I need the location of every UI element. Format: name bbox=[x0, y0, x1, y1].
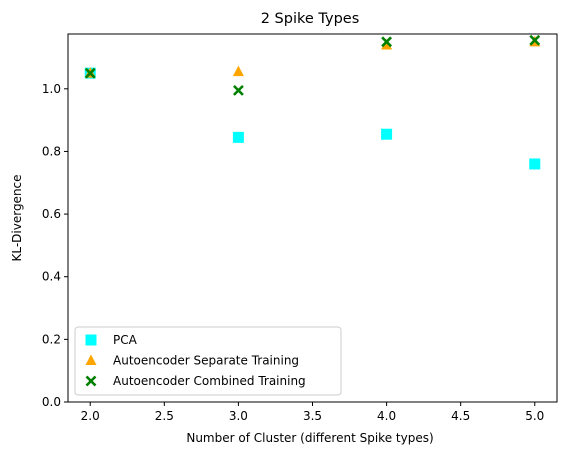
y-tick-label: 0.0 bbox=[42, 395, 61, 409]
y-tick-label: 0.4 bbox=[42, 270, 61, 284]
data-point bbox=[529, 158, 540, 169]
legend-label: Autoencoder Combined Training bbox=[113, 374, 306, 388]
y-axis-ticks: 0.0 0.2 0.4 0.6 0.8 1.0 bbox=[42, 82, 68, 409]
x-tick-label: 2.5 bbox=[155, 409, 174, 423]
data-point bbox=[233, 66, 244, 77]
legend-label: PCA bbox=[113, 333, 138, 347]
data-point bbox=[381, 129, 392, 140]
legend: PCA Autoencoder Separate Training Autoenco… bbox=[75, 327, 341, 395]
series-1 bbox=[85, 68, 541, 170]
x-tick-label: 3.5 bbox=[303, 409, 322, 423]
legend-marker bbox=[86, 335, 97, 346]
y-tick-label: 0.8 bbox=[42, 144, 61, 158]
x-tick-label: 4.5 bbox=[451, 409, 470, 423]
legend-label: Autoencoder Separate Training bbox=[113, 354, 299, 368]
x-tick-label: 4.0 bbox=[377, 409, 396, 423]
x-axis-label: Number of Cluster (different Spike types… bbox=[186, 431, 433, 445]
x-tick-label: 5.0 bbox=[525, 409, 544, 423]
y-axis-label: KL-Divergence bbox=[10, 174, 24, 261]
chart-title: 2 Spike Types bbox=[261, 11, 360, 27]
data-point bbox=[234, 86, 243, 95]
data-point bbox=[233, 132, 244, 143]
x-tick-label: 3.0 bbox=[229, 409, 248, 423]
x-axis-ticks: 2.0 2.5 3.0 3.5 4.0 4.5 5.0 bbox=[81, 402, 545, 423]
marks-layer bbox=[85, 36, 541, 170]
series-3 bbox=[86, 36, 540, 95]
y-tick-label: 0.2 bbox=[42, 332, 61, 346]
y-tick-label: 1.0 bbox=[42, 82, 61, 96]
x-tick-label: 2.0 bbox=[81, 409, 100, 423]
y-tick-label: 0.6 bbox=[42, 207, 61, 221]
series-2 bbox=[85, 36, 541, 78]
